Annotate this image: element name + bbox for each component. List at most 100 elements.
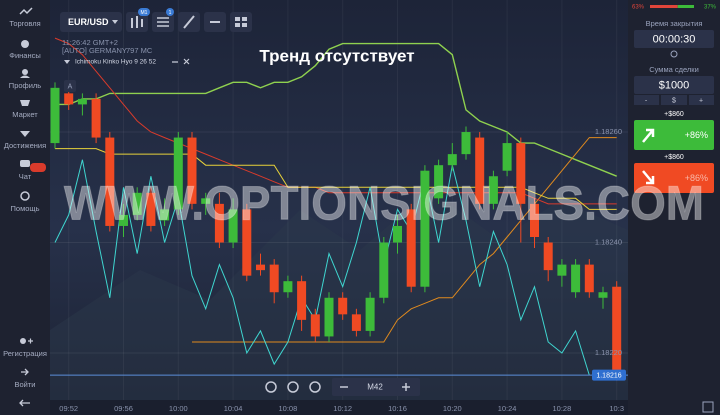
nav-item[interactable]: Чат [19, 172, 32, 181]
nav-item[interactable]: Профиль [9, 81, 41, 90]
candle-body [338, 297, 348, 315]
badge [138, 8, 150, 16]
candle-body [502, 143, 512, 171]
chat-badge [30, 163, 46, 172]
amount-button-label: - [645, 97, 648, 104]
volume: 797 MC [126, 46, 153, 55]
amount-button[interactable] [661, 95, 687, 105]
indicators-icon [157, 17, 169, 27]
candle-body [516, 143, 526, 204]
candle-body [132, 192, 142, 215]
sentiment-bar [677, 5, 694, 8]
candle-body [324, 297, 334, 337]
trade-panel: 63% 37% Время закрытия 00:00:30 Сумма сд… [628, 0, 720, 415]
candle-body [77, 98, 87, 105]
amount-button-label: $ [672, 97, 676, 104]
icon [19, 7, 33, 15]
amount-box[interactable] [634, 76, 714, 94]
up-arrow [642, 128, 655, 143]
candle-body [201, 198, 211, 204]
overlay-title: Тренд отсутствует [259, 46, 414, 65]
x-tick-label: 10:20 [443, 404, 462, 413]
candle-body [557, 264, 567, 276]
candle-body [269, 264, 279, 293]
zoom-controls: M42 [265, 378, 420, 396]
current-price-box [592, 369, 626, 381]
x-tick-label: 10:3 [609, 404, 624, 413]
sentiment-down: 63% [632, 5, 645, 11]
nav-item[interactable]: Регистрация [3, 349, 47, 358]
collapse-arrow[interactable] [64, 60, 70, 64]
zoom-in[interactable] [265, 381, 277, 393]
candle-body [571, 264, 581, 293]
close-time-label: Время закрытия [646, 19, 703, 28]
nav-item[interactable]: Финансы [9, 51, 41, 60]
nav-item[interactable]: Войти [15, 380, 36, 389]
amount-button-label: + [699, 97, 703, 104]
candle-body [283, 281, 293, 293]
server-time: 11:26:42 GMT+2 [62, 38, 118, 47]
candle-body [64, 93, 74, 105]
layout-icon [235, 17, 247, 27]
nav-item[interactable]: Торговля [9, 19, 40, 28]
mountain-backdrop [50, 190, 628, 400]
candle-body [475, 137, 485, 204]
candle-body [187, 137, 197, 204]
candle-body [214, 203, 224, 243]
sell-button[interactable] [634, 163, 714, 193]
buy-button[interactable] [634, 120, 714, 150]
nav-item[interactable]: Помощь [11, 204, 40, 213]
time-axis-band [50, 400, 628, 415]
timeframe-plus[interactable] [402, 383, 410, 391]
market: [AUTO] GERMANY [62, 46, 127, 55]
collapse-icon[interactable] [19, 399, 30, 407]
indicator-line [54, 159, 590, 376]
panel-toggle[interactable] [702, 401, 714, 413]
sidebar: Торговля Финансы Профиль Маркет Достижен… [0, 0, 50, 415]
candle-body [434, 165, 444, 199]
candle-body [488, 176, 498, 204]
icon [20, 131, 30, 137]
icon [21, 40, 29, 48]
candle-body [297, 281, 307, 320]
candle-icon [131, 16, 143, 28]
close-time: 00:00:30 [653, 33, 696, 45]
x-tick-label: 09:52 [59, 404, 78, 413]
candle-body [612, 286, 622, 376]
zoom-out[interactable] [309, 381, 321, 393]
amount-button[interactable] [634, 95, 659, 105]
candle-body [310, 314, 320, 337]
x-tick-label: 10:08 [279, 404, 298, 413]
layout-button[interactable] [230, 12, 252, 32]
candle-body [379, 242, 389, 298]
watermark: WWW.OPTIONSIGNALS.COM [64, 178, 704, 231]
candle-body [598, 292, 608, 298]
x-tick-label: 10:28 [553, 404, 572, 413]
badge [166, 8, 174, 16]
candle-body [530, 203, 539, 237]
sentiment-up: 37% [704, 5, 717, 11]
pair-selector[interactable] [60, 12, 122, 32]
x-tick-label: 10:00 [169, 404, 188, 413]
amount-label: Сумма сделки [649, 65, 699, 74]
amount-button[interactable] [689, 95, 714, 105]
icon [22, 69, 28, 75]
nav-item[interactable]: Достижения [4, 141, 46, 150]
candle-body [420, 170, 430, 287]
icon [20, 338, 26, 344]
timeframe: M42 [367, 383, 383, 392]
candle-body [584, 264, 594, 293]
icon [21, 368, 29, 376]
indicator-controls[interactable] [172, 58, 190, 65]
candle-body [119, 214, 128, 226]
marker-box [64, 80, 76, 92]
x-tick-label: 10:16 [388, 404, 407, 413]
timeframe-box [332, 378, 420, 396]
marker-label: A [68, 83, 73, 90]
down-percent: +86% [685, 173, 708, 183]
zoom-reset[interactable] [287, 381, 299, 393]
nav-item[interactable]: Маркет [12, 110, 38, 119]
close-time-box[interactable] [634, 30, 714, 48]
